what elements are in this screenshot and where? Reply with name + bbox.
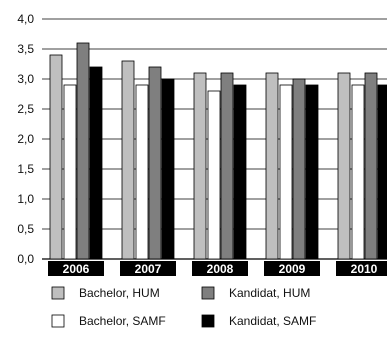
year-label-box — [264, 261, 320, 276]
y-tick-label: 2,5 — [17, 102, 34, 116]
x-category-label: 2008 — [207, 262, 234, 276]
legend-swatch — [201, 286, 215, 300]
x-category-label: 2007 — [135, 262, 162, 276]
bar — [193, 72, 207, 260]
legend-label: Kandidat, HUM — [229, 286, 310, 300]
bar — [233, 84, 247, 260]
bar — [89, 66, 103, 260]
y-tick-label: 0,5 — [17, 222, 34, 236]
bar — [148, 66, 162, 260]
bar — [121, 60, 135, 260]
legend-swatch — [201, 314, 215, 328]
bar — [161, 78, 175, 260]
bar — [377, 84, 387, 260]
year-label-box — [192, 261, 248, 276]
legend: Bachelor, HUM Bachelor, SAMF Kandidat, HUM… — [51, 286, 316, 328]
x-category-label: 2010 — [351, 262, 378, 276]
bar — [337, 72, 351, 260]
y-tick-label: 1,0 — [17, 192, 34, 206]
bar — [292, 78, 306, 260]
bar — [207, 90, 221, 260]
x-category-label: 2006 — [63, 262, 90, 276]
bar — [63, 84, 77, 260]
bar — [279, 84, 293, 260]
bar — [351, 84, 365, 260]
bar — [220, 72, 234, 260]
bar — [49, 54, 63, 260]
y-tick-label: 3,0 — [17, 72, 34, 86]
year-label-box — [120, 261, 176, 276]
y-tick-label: 4,0 — [17, 12, 34, 26]
legend-label: Bachelor, SAMF — [79, 314, 166, 328]
bar — [364, 72, 378, 260]
bar — [265, 72, 279, 260]
legend-swatch — [51, 286, 65, 300]
legend-swatch — [51, 314, 65, 328]
x-category-label: 2009 — [279, 262, 306, 276]
bar — [135, 84, 149, 260]
bars — [49, 42, 387, 260]
y-tick-label: 0,0 — [17, 252, 34, 266]
year-label-box — [336, 261, 387, 276]
legend-label: Kandidat, SAMF — [229, 314, 316, 328]
y-tick-label: 1,5 — [17, 162, 34, 176]
year-label-box — [48, 261, 104, 276]
y-tick-label: 2,0 — [17, 132, 34, 146]
bar — [76, 42, 90, 260]
legend-label: Bachelor, HUM — [79, 286, 160, 300]
y-axis-ticks: 0,0 0,5 1,0 1,5 2,0 2,5 3,0 3,5 4,0 — [17, 12, 34, 266]
y-tick-label: 3,5 — [17, 42, 34, 56]
bar — [305, 84, 319, 260]
x-axis-categories: 2006 2007 2008 2009 2010 — [48, 261, 387, 276]
